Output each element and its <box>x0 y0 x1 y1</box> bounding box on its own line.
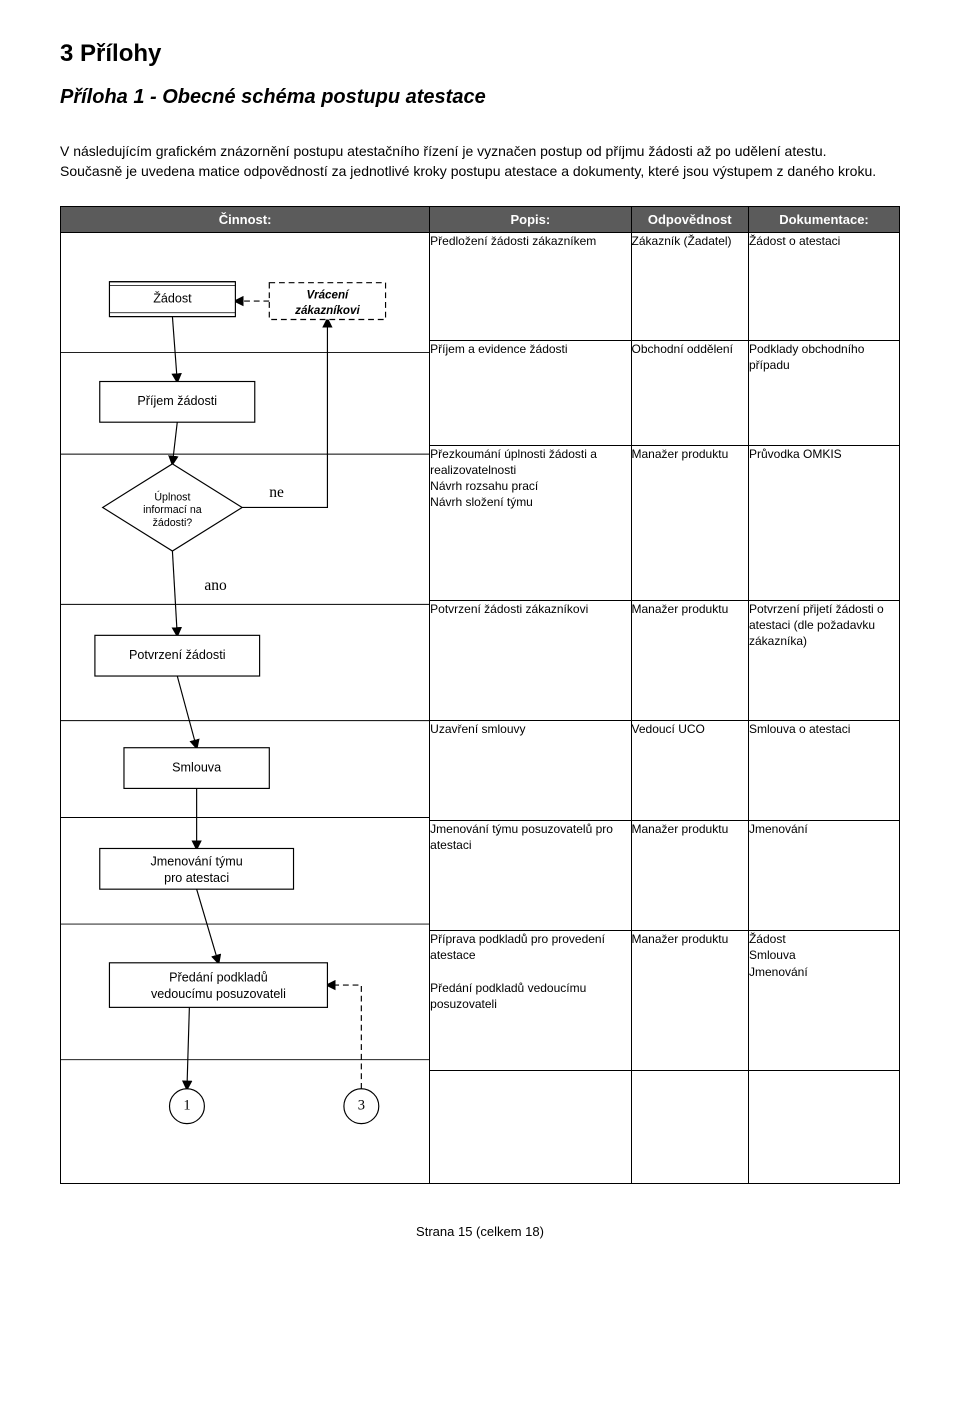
popis-cell <box>430 1071 631 1183</box>
node-return-dashed: Vrácení zákazníkovi <box>269 282 385 319</box>
dok-cell: Potvrzení přijetí žádosti o atestaci (dl… <box>748 600 899 720</box>
node-decision: Úplnost informací na žádosti? <box>103 463 243 550</box>
dok-cell: Smlouva o atestaci <box>748 721 899 821</box>
svg-text:Vrácení: Vrácení <box>307 288 351 301</box>
svg-text:žádosti?: žádosti? <box>153 516 193 528</box>
header-activity: Činnost: <box>61 206 430 232</box>
intro-p2: Současně je uvedena matice odpovědností … <box>60 163 876 179</box>
svg-text:informací na: informací na <box>143 504 202 516</box>
node-process: Potvrzení žádosti <box>95 635 260 676</box>
svg-text:Smlouva: Smlouva <box>172 760 221 774</box>
svg-text:Žádost: Žádost <box>153 290 192 305</box>
odp-cell: Manažer produktu <box>631 600 748 720</box>
svg-text:Úplnost: Úplnost <box>154 490 190 503</box>
dok-cell: Žádost o atestaci <box>748 232 899 340</box>
popis-cell: Příprava podkladů pro provedení atestace… <box>430 931 631 1071</box>
dok-cell <box>748 1071 899 1183</box>
svg-text:vedoucímu posuzovateli: vedoucímu posuzovateli <box>151 987 286 1001</box>
node-process: Příjem žádosti <box>100 381 255 422</box>
table-row: Žádost Vrácení zákazníkovi Příjem žádost… <box>61 232 900 340</box>
popis-cell: Předložení žádosti zákazníkem <box>430 232 631 340</box>
popis-cell: Uzavření smlouvy <box>430 721 631 821</box>
svg-text:pro atestaci: pro atestaci <box>164 870 229 884</box>
page-footer: Strana 15 (celkem 18) <box>60 1224 900 1239</box>
dok-cell: Podklady obchodního případu <box>748 340 899 445</box>
odp-cell: Manažer produktu <box>631 821 748 931</box>
popis-cell: Potvrzení žádosti zákazníkovi <box>430 600 631 720</box>
odp-cell: Vedoucí UCO <box>631 721 748 821</box>
node-connector: 3 <box>344 1088 379 1123</box>
odp-cell: Obchodní oddělení <box>631 340 748 445</box>
edge-label: ano <box>204 576 227 593</box>
svg-text:3: 3 <box>358 1097 365 1113</box>
node-process: Jmenování týmu pro atestaci <box>100 848 294 889</box>
node-connector: 1 <box>170 1088 205 1123</box>
svg-text:Předání podkladů: Předání podkladů <box>169 970 268 984</box>
node-process: Předání podkladů vedoucímu posuzovateli <box>109 962 327 1007</box>
odp-cell: Manažer produktu <box>631 931 748 1071</box>
flowchart-svg: Žádost Vrácení zákazníkovi Příjem žádost… <box>61 233 429 1183</box>
svg-text:1: 1 <box>183 1097 190 1113</box>
intro-text: V následujícím grafickém znázornění post… <box>60 141 880 182</box>
svg-text:zákazníkovi: zákazníkovi <box>294 303 360 316</box>
table-header-row: Činnost: Popis: Odpovědnost Dokumentace: <box>61 206 900 232</box>
svg-text:Jmenování týmu: Jmenování týmu <box>150 854 242 868</box>
page-subtitle: Příloha 1 - Obecné schéma postupu atesta… <box>60 86 900 109</box>
flowchart-table: Činnost: Popis: Odpovědnost Dokumentace:… <box>60 206 900 1184</box>
popis-cell: Přezkoumání úplnosti žádosti a realizova… <box>430 445 631 600</box>
node-start: Žádost <box>109 281 235 316</box>
dok-cell: Průvodka OMKIS <box>748 445 899 600</box>
header-dok: Dokumentace: <box>748 206 899 232</box>
header-odp: Odpovědnost <box>631 206 748 232</box>
odp-cell <box>631 1071 748 1183</box>
popis-cell: Jmenování týmu posuzovatelů pro atestaci <box>430 821 631 931</box>
dok-cell: ŽádostSmlouvaJmenování <box>748 931 899 1071</box>
odp-cell: Manažer produktu <box>631 445 748 600</box>
popis-cell: Příjem a evidence žádosti <box>430 340 631 445</box>
svg-text:Příjem žádosti: Příjem žádosti <box>137 394 217 408</box>
header-popis: Popis: <box>430 206 631 232</box>
node-process: Smlouva <box>124 747 269 788</box>
intro-p1: V následujícím grafickém znázornění post… <box>60 143 827 159</box>
edge-label: ne <box>269 483 284 500</box>
dok-cell: Jmenování <box>748 821 899 931</box>
page-title: 3 Přílohy <box>60 40 900 68</box>
svg-text:Potvrzení žádosti: Potvrzení žádosti <box>129 648 225 662</box>
flowchart-canvas-cell: Žádost Vrácení zákazníkovi Příjem žádost… <box>61 232 430 1183</box>
odp-cell: Zákazník (Žadatel) <box>631 232 748 340</box>
